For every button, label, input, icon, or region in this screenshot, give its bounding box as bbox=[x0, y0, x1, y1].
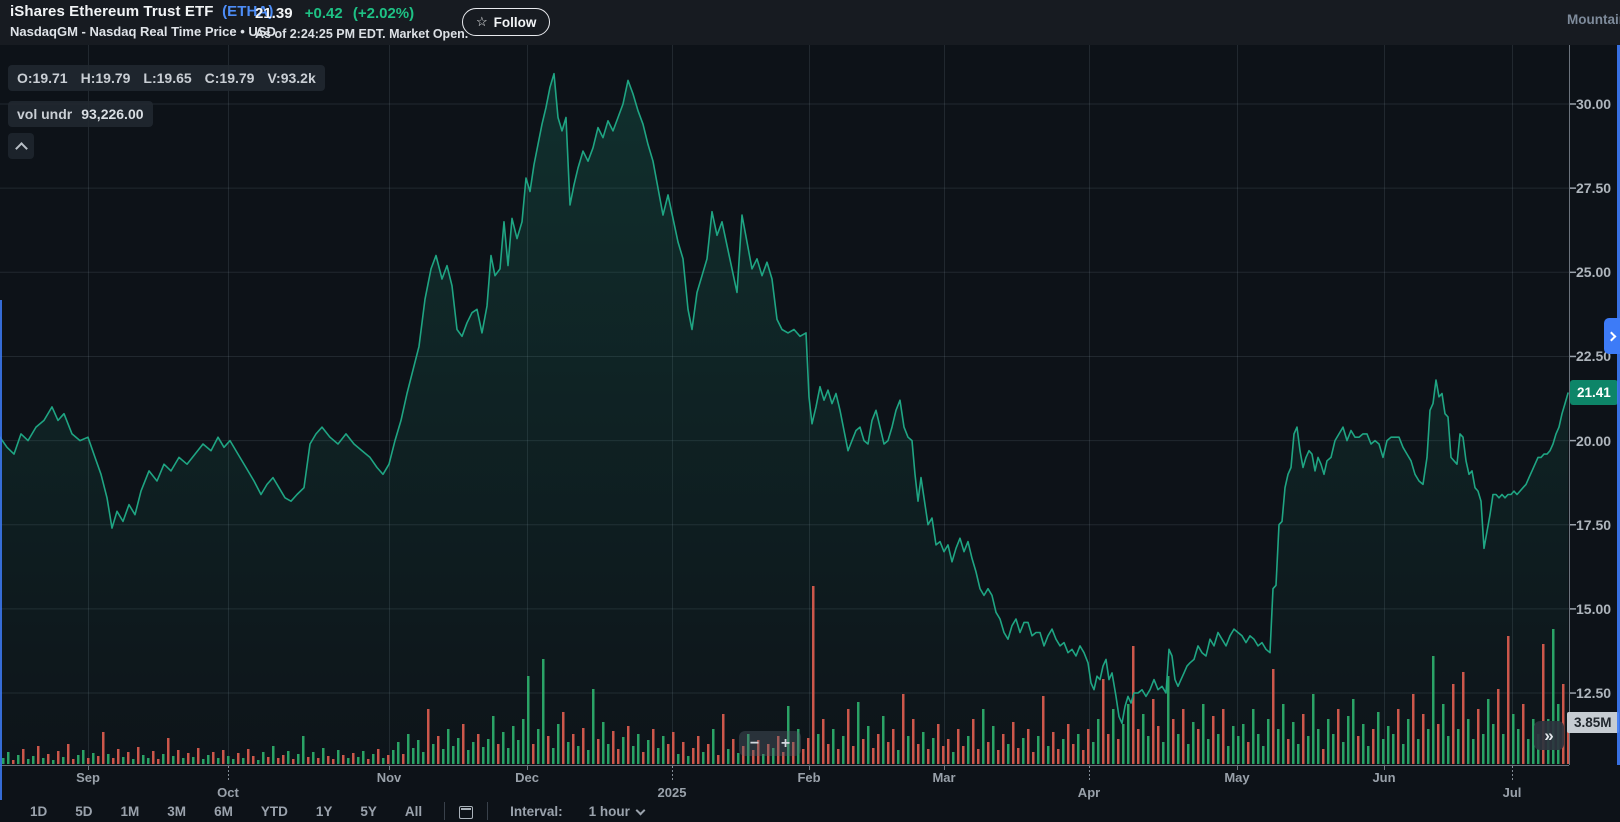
price-tick-label: 22.50 bbox=[1576, 348, 1612, 365]
follow-button[interactable]: ☆ Follow bbox=[462, 8, 551, 36]
month-tick-label: Jun bbox=[1372, 770, 1396, 785]
as-of-timestamp: As of 2:24:25 PM EDT. Market Open. bbox=[255, 27, 469, 41]
price-tick-label: 17.50 bbox=[1576, 516, 1612, 533]
panel-edge-left bbox=[0, 300, 2, 800]
price-tick-label: 30.00 bbox=[1576, 96, 1612, 112]
toolbar-divider bbox=[444, 802, 446, 820]
range-toolbar: 1D 5D 1M 3M 6M YTD 1Y 5Y All Interval: 1 hour bbox=[0, 800, 1620, 822]
follow-label: Follow bbox=[493, 14, 537, 30]
month-tick-label: May bbox=[1224, 770, 1250, 785]
security-name: iShares Ethereum Trust ETF bbox=[10, 3, 214, 20]
month-tick-label: Dec bbox=[515, 770, 539, 785]
month-tick-label: Oct bbox=[217, 785, 239, 800]
price-change: +0.42 bbox=[304, 5, 343, 22]
month-tick-label: 2025 bbox=[657, 785, 687, 800]
vol-underlay-label: vol undr bbox=[17, 106, 73, 122]
ohlc-field: L:19.65 bbox=[143, 70, 192, 86]
ohlc-field: O:19.71 bbox=[17, 70, 68, 86]
price-tick-label: 25.00 bbox=[1576, 264, 1612, 281]
panel-resize-edge[interactable] bbox=[1617, 45, 1620, 765]
price-area-fill bbox=[0, 73, 1568, 765]
range-button-1m[interactable]: 1M bbox=[120, 803, 140, 819]
price-tick-label: 15.00 bbox=[1576, 600, 1612, 617]
range-buttons: 1D 5D 1M 3M 6M YTD 1Y 5Y All bbox=[16, 804, 436, 819]
price-tick-label: 20.00 bbox=[1576, 432, 1612, 449]
price-line: 21.39 +0.42 (+2.02%) bbox=[255, 5, 468, 22]
zoom-controls: − + bbox=[739, 731, 801, 756]
range-button-1d[interactable]: 1D bbox=[30, 803, 48, 819]
vol-underlay-value: 93,226.00 bbox=[81, 106, 144, 122]
calendar-button[interactable] bbox=[453, 804, 479, 819]
interval-label: Interval: bbox=[510, 803, 563, 819]
price-volume-chart[interactable] bbox=[0, 45, 1620, 822]
ohlc-field: H:19.79 bbox=[80, 70, 131, 86]
range-button-5d[interactable]: 5D bbox=[75, 803, 93, 819]
zoom-in-button[interactable]: + bbox=[780, 734, 791, 752]
axis-frame bbox=[0, 45, 1576, 766]
month-tick-label: Nov bbox=[376, 770, 402, 785]
last-price-badge: 21.41 bbox=[1570, 380, 1618, 406]
range-button-3m[interactable]: 3M bbox=[167, 803, 187, 819]
volume-underlay-readout: vol undr 93,226.00 bbox=[8, 101, 153, 127]
range-button-all[interactable]: All bbox=[404, 803, 423, 819]
month-tick-label: Feb bbox=[797, 770, 821, 785]
month-tick-label: Apr bbox=[1077, 785, 1101, 800]
chevron-up-icon bbox=[14, 141, 28, 155]
chevron-down-icon bbox=[635, 805, 646, 815]
price-tick-label: 27.50 bbox=[1576, 180, 1612, 197]
chart-type-selector[interactable]: Mountain bbox=[1567, 12, 1620, 27]
interval-control: Interval: 1 hour bbox=[510, 803, 646, 819]
volume-bars bbox=[2, 586, 1570, 764]
chevron-right-icon bbox=[1606, 331, 1616, 341]
range-button-ytd[interactable]: YTD bbox=[260, 803, 288, 819]
last-price: 21.39 bbox=[255, 5, 293, 22]
title-block: iShares Ethereum Trust ETF (ETHA) Nasdaq… bbox=[10, 3, 276, 39]
ohlc-readout: O:19.71 H:19.79 L:19.65 C:19.79 V:93.2k bbox=[8, 65, 325, 91]
collapse-overlay-button[interactable] bbox=[8, 133, 34, 159]
page-title: iShares Ethereum Trust ETF (ETHA) bbox=[10, 3, 276, 20]
ticker-symbol: (ETHA) bbox=[222, 3, 274, 20]
price-line bbox=[0, 72, 1569, 725]
quote-header: iShares Ethereum Trust ETF (ETHA) Nasdaq… bbox=[0, 0, 1620, 45]
volume-axis-badge: 3.85M bbox=[1567, 712, 1619, 733]
panel-expand-handle[interactable] bbox=[1604, 318, 1620, 354]
month-tick-label: Jul bbox=[1502, 785, 1522, 800]
month-tick-label: Mar bbox=[932, 770, 956, 785]
zoom-out-button[interactable]: − bbox=[749, 734, 760, 752]
price-block: 21.39 +0.42 (+2.02%) As of 2:24:25 PM ED… bbox=[255, 5, 468, 41]
range-button-1y[interactable]: 1Y bbox=[315, 803, 333, 819]
exchange-subtitle: NasdaqGM - Nasdaq Real Time Price • USD bbox=[10, 24, 276, 39]
price-change-percent: (+2.02%) bbox=[352, 5, 415, 22]
chart-area[interactable]: O:19.71 H:19.79 L:19.65 C:19.79 V:93.2k vol … bbox=[0, 45, 1620, 822]
range-button-6m[interactable]: 6M bbox=[214, 803, 233, 819]
star-icon: ☆ bbox=[476, 14, 488, 29]
ohlc-field: V:93.2k bbox=[267, 70, 316, 86]
interval-dropdown[interactable]: 1 hour bbox=[589, 804, 646, 819]
expand-chart-button[interactable]: » bbox=[1534, 721, 1564, 750]
price-tick-label: 12.50 bbox=[1576, 685, 1612, 702]
ohlc-field: C:19.79 bbox=[204, 70, 255, 86]
toolbar-divider bbox=[487, 802, 489, 820]
calendar-icon bbox=[459, 805, 474, 819]
range-button-5y[interactable]: 5Y bbox=[360, 803, 377, 819]
month-tick-label: Sep bbox=[76, 770, 100, 785]
